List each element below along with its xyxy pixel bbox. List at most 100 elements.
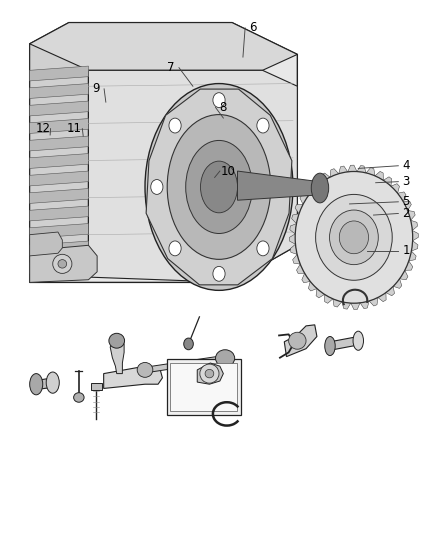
Polygon shape [342, 302, 351, 309]
Ellipse shape [257, 241, 269, 256]
Polygon shape [237, 171, 319, 200]
Polygon shape [369, 297, 378, 306]
Polygon shape [300, 195, 308, 205]
Polygon shape [290, 224, 297, 234]
Polygon shape [366, 167, 375, 176]
Polygon shape [325, 294, 333, 303]
Polygon shape [293, 254, 300, 264]
Polygon shape [357, 166, 366, 173]
Polygon shape [104, 366, 162, 389]
Polygon shape [292, 214, 299, 224]
Polygon shape [30, 66, 88, 81]
Ellipse shape [201, 161, 237, 213]
Polygon shape [313, 179, 322, 188]
Ellipse shape [109, 333, 124, 348]
Polygon shape [322, 173, 330, 182]
Text: 2: 2 [403, 207, 410, 220]
Text: 6: 6 [249, 21, 257, 35]
Polygon shape [30, 206, 88, 221]
Ellipse shape [295, 172, 413, 303]
Text: 10: 10 [220, 165, 235, 177]
Text: 4: 4 [403, 159, 410, 172]
Polygon shape [391, 184, 399, 193]
Polygon shape [378, 293, 386, 302]
Polygon shape [398, 192, 406, 201]
Polygon shape [383, 177, 392, 186]
Polygon shape [330, 168, 339, 177]
Polygon shape [330, 336, 358, 350]
Ellipse shape [53, 254, 72, 273]
Bar [167, 359, 241, 415]
Text: 7: 7 [167, 61, 175, 74]
Polygon shape [30, 259, 88, 273]
Ellipse shape [329, 210, 378, 265]
Polygon shape [375, 172, 383, 180]
Polygon shape [308, 281, 317, 291]
Polygon shape [30, 44, 88, 282]
Polygon shape [306, 187, 314, 196]
Polygon shape [36, 378, 53, 390]
Ellipse shape [213, 266, 225, 281]
Ellipse shape [58, 260, 67, 268]
Polygon shape [408, 211, 415, 220]
Ellipse shape [184, 338, 193, 350]
Polygon shape [146, 89, 292, 285]
Polygon shape [145, 356, 225, 373]
Polygon shape [30, 84, 88, 99]
Text: 11: 11 [67, 122, 82, 135]
Polygon shape [30, 241, 88, 256]
Polygon shape [333, 299, 342, 307]
Polygon shape [405, 261, 413, 270]
Polygon shape [411, 220, 417, 230]
Ellipse shape [200, 364, 219, 383]
Ellipse shape [215, 350, 235, 367]
Polygon shape [30, 22, 297, 86]
Ellipse shape [213, 93, 225, 108]
Polygon shape [316, 288, 325, 298]
Polygon shape [88, 70, 297, 282]
Polygon shape [30, 171, 88, 186]
Polygon shape [295, 205, 303, 214]
Polygon shape [290, 234, 296, 244]
Ellipse shape [325, 336, 335, 356]
Polygon shape [412, 230, 418, 241]
Bar [170, 363, 237, 411]
Polygon shape [91, 383, 102, 390]
Polygon shape [409, 251, 416, 261]
Polygon shape [197, 363, 223, 384]
Polygon shape [30, 232, 62, 256]
Polygon shape [348, 165, 357, 172]
Polygon shape [290, 244, 297, 254]
Ellipse shape [169, 241, 181, 256]
Ellipse shape [46, 372, 59, 393]
Ellipse shape [339, 221, 368, 254]
Polygon shape [284, 325, 317, 357]
Polygon shape [297, 264, 305, 273]
Ellipse shape [289, 332, 306, 349]
Ellipse shape [30, 374, 43, 395]
Ellipse shape [275, 180, 287, 195]
Ellipse shape [316, 195, 392, 280]
Polygon shape [30, 245, 97, 282]
Ellipse shape [169, 118, 181, 133]
Ellipse shape [257, 118, 269, 133]
Ellipse shape [137, 362, 153, 377]
Ellipse shape [167, 115, 271, 260]
Polygon shape [360, 301, 369, 309]
Polygon shape [411, 241, 418, 251]
Polygon shape [30, 136, 88, 151]
Ellipse shape [311, 173, 328, 203]
Text: 12: 12 [35, 122, 50, 135]
Polygon shape [30, 189, 88, 204]
Ellipse shape [186, 140, 252, 233]
Polygon shape [351, 303, 360, 310]
Polygon shape [386, 286, 395, 296]
Polygon shape [110, 338, 124, 374]
Polygon shape [403, 201, 411, 211]
Polygon shape [393, 279, 402, 288]
Polygon shape [30, 101, 88, 116]
Text: 1: 1 [403, 244, 410, 257]
Polygon shape [30, 22, 297, 282]
Ellipse shape [205, 369, 214, 378]
Text: 5: 5 [403, 195, 410, 208]
